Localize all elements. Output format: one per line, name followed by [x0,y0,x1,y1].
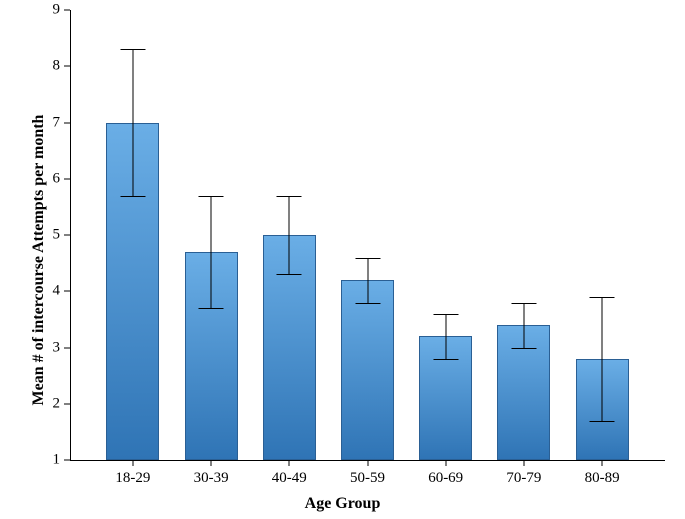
y-tick-label: 3 [53,339,61,356]
y-tick-label: 5 [53,227,61,244]
x-tick-mark [445,460,446,466]
y-axis-label: Mean # of intercourse Attempts per month [30,114,48,405]
error-bar [211,196,212,309]
chart-container: Mean # of intercourse Attempts per month… [0,0,685,519]
x-tick-label: 18-29 [115,470,150,487]
error-cap-lower [120,196,145,197]
y-tick-label: 8 [53,58,61,75]
y-tick-mark [64,10,70,11]
y-tick-mark [64,66,70,67]
y-tick-label: 6 [53,170,61,187]
error-cap-upper [277,196,302,197]
x-tick-label: 80-89 [585,470,620,487]
error-cap-upper [511,303,536,304]
error-cap-lower [433,359,458,360]
bar [341,280,394,460]
x-tick-mark [523,460,524,466]
x-tick-label: 30-39 [194,470,229,487]
y-tick-label: 2 [53,395,61,412]
error-bar [523,303,524,348]
plot-area: 12345678918-2930-3940-4950-5960-6970-798… [70,10,665,460]
x-tick-label: 70-79 [506,470,541,487]
error-cap-upper [433,314,458,315]
x-tick-mark [602,460,603,466]
error-bar [367,258,368,303]
x-tick-label: 50-59 [350,470,385,487]
error-cap-lower [277,274,302,275]
y-tick-mark [64,235,70,236]
x-tick-label: 40-49 [272,470,307,487]
error-bar [602,297,603,421]
error-cap-lower [199,308,224,309]
error-cap-upper [199,196,224,197]
error-bar [445,314,446,359]
x-tick-mark [132,460,133,466]
y-tick-mark [64,291,70,292]
y-tick-label: 4 [53,283,61,300]
y-tick-mark [64,122,70,123]
x-tick-label: 60-69 [428,470,463,487]
x-tick-mark [211,460,212,466]
x-tick-mark [367,460,368,466]
y-tick-label: 1 [53,452,61,469]
error-cap-upper [120,49,145,50]
error-cap-lower [590,421,615,422]
y-tick-label: 9 [53,2,61,19]
error-cap-upper [355,258,380,259]
error-cap-upper [590,297,615,298]
error-cap-lower [355,303,380,304]
x-axis-label: Age Group [0,495,685,513]
y-axis-line [70,10,71,460]
error-cap-lower [511,348,536,349]
y-tick-mark [64,460,70,461]
y-tick-mark [64,178,70,179]
error-bar [289,196,290,275]
error-bar [132,49,133,195]
y-tick-mark [64,403,70,404]
x-tick-mark [289,460,290,466]
y-tick-mark [64,347,70,348]
y-tick-label: 7 [53,114,61,131]
